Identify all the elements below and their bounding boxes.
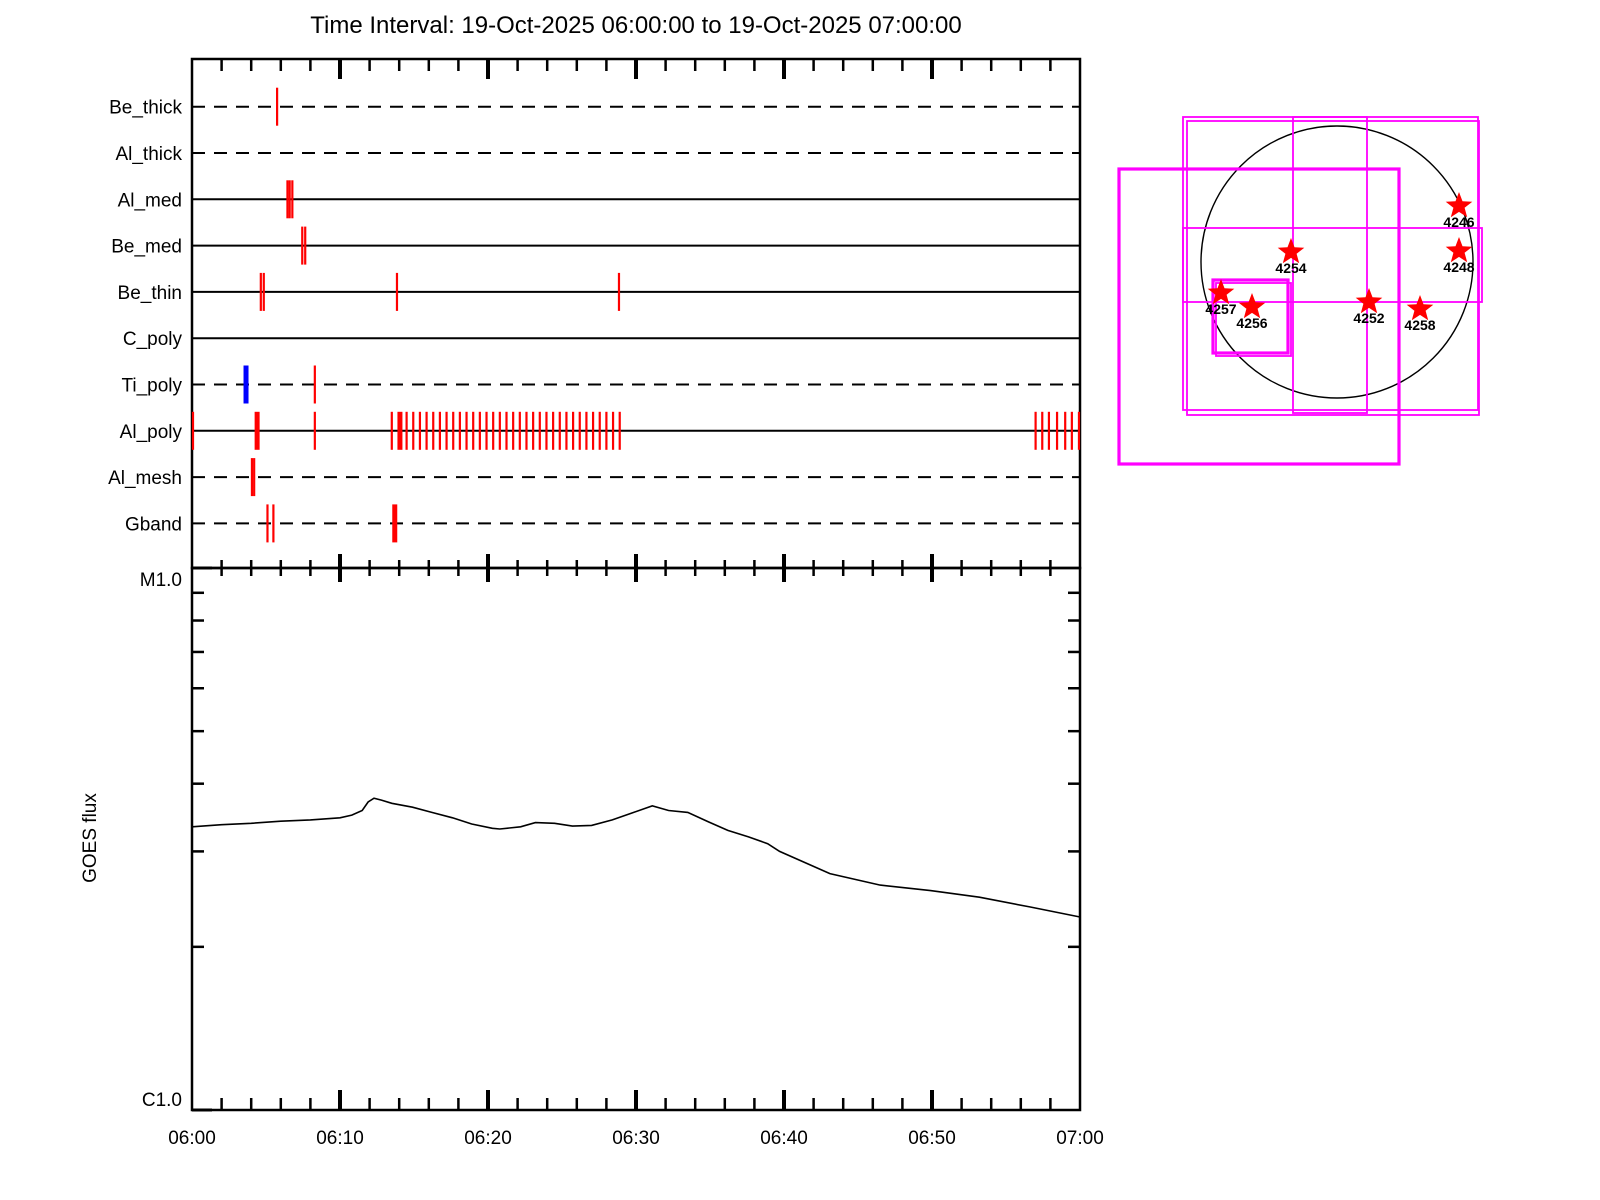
active-region-label-4256: 4256 — [1236, 315, 1267, 331]
active-region-label-4248: 4248 — [1443, 259, 1474, 275]
sun-map — [1117, 116, 1483, 466]
timeline-rows — [191, 87, 1081, 543]
active-region-star-4248 — [1445, 237, 1473, 263]
row-label-Al_med: Al_med — [118, 190, 182, 211]
row-label-Gband: Gband — [125, 514, 182, 535]
x-tick-label: 06:40 — [760, 1128, 808, 1149]
x-tick-label: 07:00 — [1056, 1128, 1104, 1149]
x-tick-label: 06:30 — [612, 1128, 660, 1149]
active-region-star-4256 — [1238, 293, 1266, 319]
goes-ylabel: GOES flux — [80, 793, 101, 883]
active-region-star-4258 — [1406, 295, 1434, 321]
active-region-label-4246: 4246 — [1443, 214, 1474, 230]
solar-disk — [1200, 125, 1474, 399]
x-tick-label: 06:10 — [316, 1128, 364, 1149]
fov-rect — [1182, 227, 1483, 303]
row-label-Al_mesh: Al_mesh — [108, 468, 182, 489]
row-label-Be_thick: Be_thick — [109, 98, 182, 119]
active-region-star-4252 — [1355, 288, 1383, 314]
x-tick-label: 06:50 — [908, 1128, 956, 1149]
active-region-label-4252: 4252 — [1353, 310, 1384, 326]
goes-flux-curve — [191, 797, 1081, 918]
goes-panel-border — [190, 566, 1082, 1112]
x-tick-label: 06:20 — [464, 1128, 512, 1149]
row-label-Be_med: Be_med — [111, 237, 182, 258]
active-region-label-4257: 4257 — [1205, 301, 1236, 317]
active-region-star-4257 — [1207, 279, 1235, 305]
page-title: Time Interval: 19-Oct-2025 06:00:00 to 1… — [310, 12, 962, 39]
x-tick-label: 06:00 — [168, 1128, 216, 1149]
goes-ymax-label: M1.0 — [140, 570, 182, 591]
row-label-Al_poly: Al_poly — [120, 422, 183, 443]
fov-rect — [1186, 120, 1480, 416]
row-label-Al_thick: Al_thick — [115, 144, 182, 165]
fov-rect — [1211, 278, 1290, 355]
active-region-label-4254: 4254 — [1275, 260, 1306, 276]
active-region-star-4254 — [1277, 238, 1305, 264]
fov-rect — [1215, 282, 1292, 357]
active-region-label-4258: 4258 — [1404, 317, 1435, 333]
goes-ymin-label: C1.0 — [142, 1090, 182, 1111]
row-label-C_poly: C_poly — [123, 329, 183, 350]
fov-rect — [1117, 167, 1401, 466]
row-label-Be_thin: Be_thin — [118, 283, 182, 304]
timeline-panel-border — [190, 57, 1082, 570]
fov-rect — [1292, 116, 1368, 414]
active-region-star-4246 — [1445, 192, 1473, 218]
row-label-Ti_poly: Ti_poly — [121, 376, 182, 397]
fov-rect — [1182, 116, 1479, 411]
time-axis-ticks — [220, 59, 1052, 1110]
goes-y-ticks — [192, 566, 1080, 1112]
